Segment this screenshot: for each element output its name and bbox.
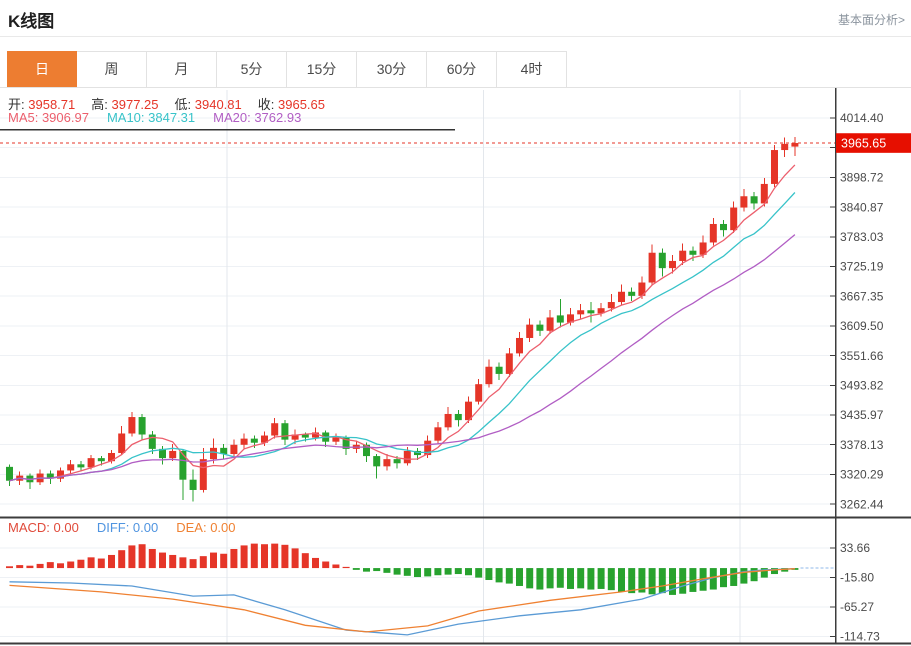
header-divider (0, 36, 911, 37)
svg-text:33.66: 33.66 (840, 541, 870, 555)
svg-text:3378.13: 3378.13 (840, 438, 884, 452)
svg-text:3320.29: 3320.29 (840, 468, 884, 482)
close-label: 收: (257, 97, 275, 112)
tab-5min[interactable]: 5分 (217, 51, 287, 88)
svg-text:3783.03: 3783.03 (840, 230, 884, 244)
high-value: 3977.25 (111, 97, 159, 112)
svg-text:-65.27: -65.27 (840, 600, 874, 614)
open-label: 开: (8, 97, 25, 112)
page-title: K线图 (8, 12, 55, 31)
tab-30min[interactable]: 30分 (357, 51, 427, 88)
svg-text:3551.66: 3551.66 (840, 349, 884, 363)
svg-text:-15.80: -15.80 (840, 571, 874, 585)
svg-text:3725.19: 3725.19 (840, 260, 884, 274)
low-label: 低: (174, 97, 192, 112)
ma-row: MA5: 3906.97 MA10: 3847.31 MA20: 3762.93 (8, 110, 319, 125)
svg-text:3609.50: 3609.50 (840, 319, 884, 333)
macd-row: MACD: 0.00 DIFF: 0.00 DEA: 0.00 (8, 520, 254, 535)
close-value: 3965.65 (278, 97, 325, 112)
period-tabbar: 日周月 5分 15分 30分 60分 4时 (7, 51, 567, 88)
low-value: 3940.81 (194, 97, 242, 112)
tab-day[interactable]: 日 (7, 51, 77, 88)
high-label: 高: (91, 97, 108, 112)
svg-text:3262.44: 3262.44 (840, 497, 884, 511)
svg-text:4014.40: 4014.40 (840, 111, 884, 125)
macd-value-info: MACD: 0.00 (8, 520, 79, 535)
diff-value-info: DIFF: 0.00 (96, 520, 159, 535)
svg-text:3667.35: 3667.35 (840, 289, 884, 303)
svg-text:3435.97: 3435.97 (840, 408, 884, 422)
ma5-info: MA5: 3906.97 (8, 110, 89, 125)
svg-text:3840.87: 3840.87 (840, 200, 884, 214)
dea-value-info: DEA: 0.00 (176, 520, 236, 535)
tabbar-underline (0, 87, 911, 88)
ma20-info: MA20: 3762.93 (213, 110, 302, 125)
svg-text:3898.72: 3898.72 (840, 171, 884, 185)
tab-month[interactable]: 月 (147, 51, 217, 88)
ma10-info: MA10: 3847.31 (106, 110, 196, 125)
open-value: 3958.71 (28, 97, 76, 112)
svg-text:3965.65: 3965.65 (841, 136, 886, 150)
fundamental-analysis-link[interactable]: 基本面分析> (837, 13, 905, 27)
ohlc-row: 开: 3958.71 高: 3977.25 低: 3940.81 收: 3965… (8, 94, 341, 113)
svg-text:-114.73: -114.73 (840, 630, 880, 644)
tab-60min[interactable]: 60分 (427, 51, 497, 88)
svg-text:3493.82: 3493.82 (840, 378, 884, 392)
